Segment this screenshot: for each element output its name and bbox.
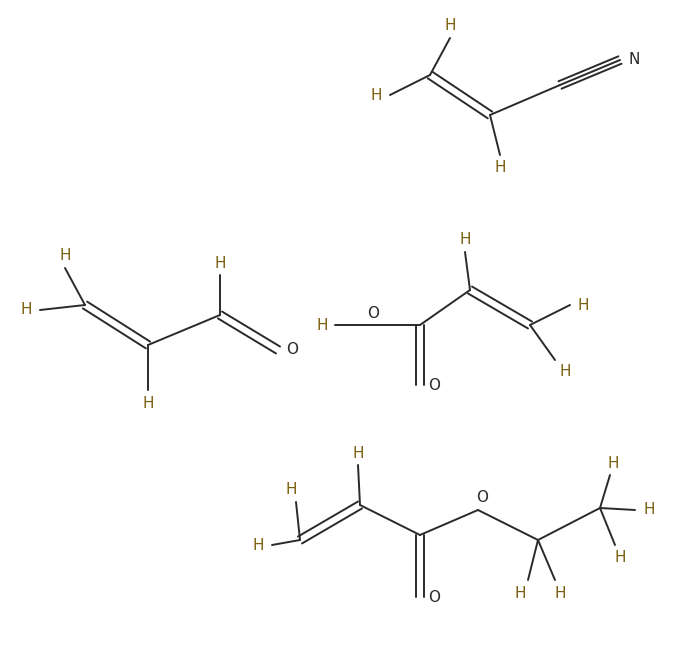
- Text: H: H: [142, 395, 154, 411]
- Text: O: O: [428, 589, 440, 605]
- Text: O: O: [367, 306, 379, 321]
- Text: H: H: [555, 585, 566, 601]
- Text: H: H: [459, 232, 471, 248]
- Text: N: N: [628, 53, 640, 67]
- Text: H: H: [444, 18, 456, 34]
- Text: H: H: [316, 317, 328, 333]
- Text: H: H: [214, 255, 226, 271]
- Text: H: H: [371, 88, 382, 102]
- Text: O: O: [476, 490, 488, 506]
- Text: H: H: [643, 502, 654, 517]
- Text: H: H: [353, 446, 364, 461]
- Text: H: H: [494, 160, 506, 176]
- Text: H: H: [285, 482, 297, 498]
- Text: H: H: [614, 550, 626, 564]
- Text: H: H: [577, 298, 589, 312]
- Text: H: H: [59, 249, 71, 263]
- Text: H: H: [252, 537, 264, 552]
- Text: H: H: [607, 455, 619, 471]
- Text: H: H: [514, 585, 526, 601]
- Text: H: H: [20, 302, 32, 317]
- Text: H: H: [559, 364, 570, 380]
- Text: O: O: [286, 343, 298, 358]
- Text: O: O: [428, 378, 440, 393]
